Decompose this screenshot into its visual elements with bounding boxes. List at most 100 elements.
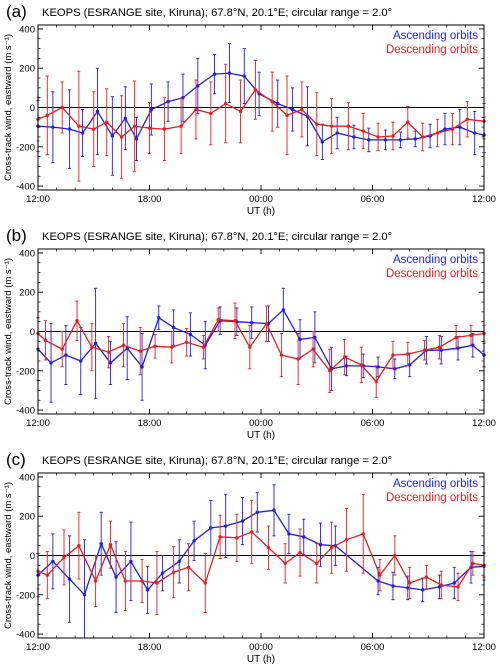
data-point [162,127,167,131]
y-tick-label: -400 [16,406,35,417]
data-point [209,111,213,116]
data-point [188,332,193,337]
data-point [223,524,228,528]
panel-label: (c) [6,450,26,469]
panel-title: KEOPS (ESRANGE site, Kiruna); 67.8°N, 20… [42,455,392,467]
data-point [129,559,133,564]
data-point [413,137,417,141]
series-line [37,531,485,588]
data-point [184,340,189,345]
data-point [209,526,213,530]
y-tick-label: 0 [30,327,35,338]
data-point [95,109,100,114]
data-point [342,355,347,359]
data-point [318,542,323,547]
data-point [298,337,302,342]
data-point [311,347,315,351]
legend-entry: Ascending orbits [393,254,478,266]
data-point [250,530,254,534]
data-point [300,107,304,112]
y-tick-label: 200 [19,512,35,523]
data-point [186,565,191,569]
y-tick-label: -200 [16,142,35,153]
data-point [157,316,161,320]
y-tick-label: 400 [19,248,35,259]
data-point [346,124,351,128]
data-point [138,349,142,353]
data-point [367,138,371,142]
data-point [439,583,443,587]
data-point [266,545,271,550]
data-point [270,99,274,104]
x-tick-label: 00:00 [249,194,273,205]
x-axis-label: UT (h) [247,430,275,441]
data-point [45,113,49,118]
data-point [227,71,232,75]
panel-label: (b) [6,226,27,245]
data-point [352,135,356,139]
data-point [105,120,109,124]
data-point [43,338,48,343]
x-tick-label: 06:00 [361,642,385,653]
data-point [140,579,144,583]
data-point [67,127,72,131]
data-point [407,581,412,585]
data-point [75,318,79,323]
data-point [77,543,81,548]
data-point [166,99,170,104]
data-point [281,308,285,312]
data-point [296,357,300,361]
data-point [119,135,124,139]
data-point [238,109,243,114]
data-point [153,344,157,348]
data-point [201,345,206,349]
x-tick-label: 00:00 [249,642,273,653]
data-point [132,124,137,128]
data-point [51,559,55,564]
data-point [473,131,477,135]
data-point [469,333,473,338]
data-point [114,575,118,579]
data-point [290,107,295,112]
data-point [359,363,364,367]
data-point [49,361,53,365]
x-tick-label: 06:00 [361,194,385,205]
data-point [171,570,176,574]
panel-title: KEOPS (ESRANGE site, Kiruna); 67.8°N, 20… [42,7,392,19]
x-axis-label: UT (h) [247,206,275,217]
data-point [465,117,469,121]
data-point [298,550,302,555]
data-point [106,350,111,354]
data-point [376,579,380,583]
data-point [406,120,410,124]
legend-entry: Ascending orbits [393,30,478,42]
data-point [121,343,126,347]
data-point [45,573,49,577]
data-point [456,585,460,589]
legend-entry: Descending orbits [386,268,478,280]
panel-title: KEOPS (ESRANGE site, Kiruna); 67.8°N, 20… [42,231,392,243]
data-point [283,561,287,566]
panel-label: (a) [6,2,27,21]
data-point [60,105,64,110]
data-point [471,561,475,566]
data-point [93,341,98,345]
data-point [264,321,269,326]
data-point [110,134,115,138]
data-point [240,519,245,523]
data-point [179,124,183,128]
x-tick-label: 18:00 [138,194,162,205]
x-tick-label: 06:00 [361,418,385,429]
y-axis-label: Cross-track wind, eastward (m s⁻¹) [3,34,14,181]
data-point [313,335,317,340]
data-point [82,593,87,597]
data-point [344,364,349,368]
y-tick-label: 200 [19,64,35,75]
data-point [376,135,380,139]
y-tick-label: 200 [19,288,35,299]
x-tick-label: 12:00 [26,194,50,205]
legend-entry: Ascending orbits [393,478,478,490]
data-point [420,135,425,139]
data-point [177,559,181,564]
data-point [216,318,220,322]
